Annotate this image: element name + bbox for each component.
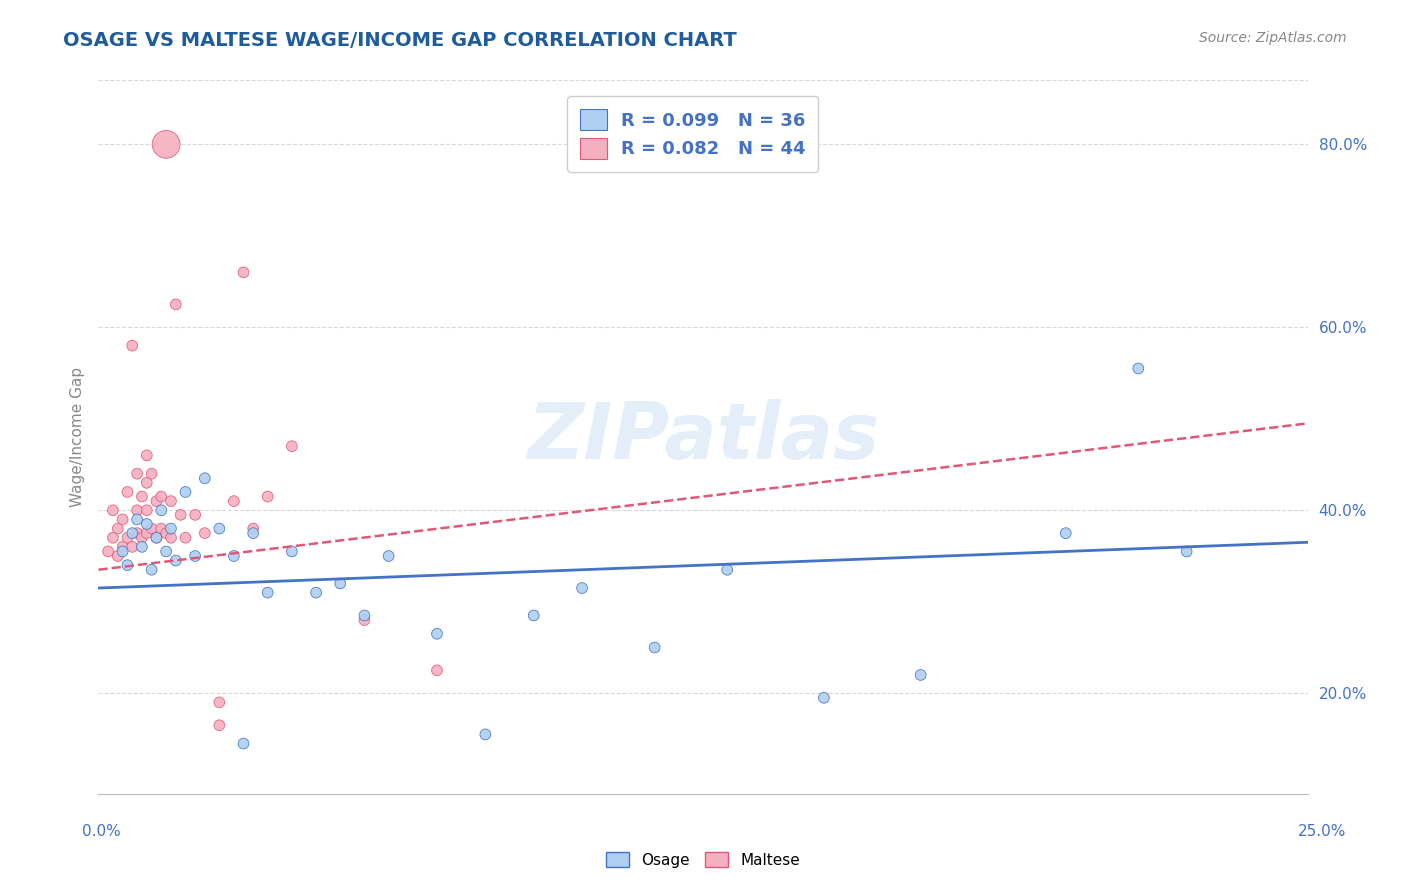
Legend: R = 0.099   N = 36, R = 0.082   N = 44: R = 0.099 N = 36, R = 0.082 N = 44 xyxy=(567,96,818,171)
Point xyxy=(131,531,153,545)
Point xyxy=(150,522,173,536)
Point xyxy=(117,531,139,545)
Point xyxy=(111,544,134,558)
Point xyxy=(135,449,157,463)
Point xyxy=(194,526,217,541)
Point xyxy=(1054,526,1077,541)
Point xyxy=(165,553,187,567)
Point xyxy=(145,494,167,508)
Point xyxy=(813,690,835,705)
Point xyxy=(377,549,399,563)
Point xyxy=(716,563,738,577)
Point xyxy=(141,467,163,481)
Point xyxy=(256,585,278,599)
Point xyxy=(1128,361,1150,376)
Point xyxy=(1175,544,1198,558)
Point xyxy=(281,544,304,558)
Point xyxy=(150,503,173,517)
Point xyxy=(160,522,183,536)
Point xyxy=(910,668,932,682)
Text: OSAGE VS MALTESE WAGE/INCOME GAP CORRELATION CHART: OSAGE VS MALTESE WAGE/INCOME GAP CORRELA… xyxy=(63,31,737,50)
Point xyxy=(127,526,149,541)
Point xyxy=(121,338,143,352)
Text: Source: ZipAtlas.com: Source: ZipAtlas.com xyxy=(1199,31,1347,45)
Point xyxy=(117,485,139,500)
Point xyxy=(131,540,153,554)
Text: ZIPatlas: ZIPatlas xyxy=(527,399,879,475)
Point xyxy=(174,531,197,545)
Point xyxy=(111,512,134,526)
Point xyxy=(135,503,157,517)
Point xyxy=(571,581,593,595)
Point xyxy=(160,531,183,545)
Point xyxy=(242,522,264,536)
Point xyxy=(329,576,352,591)
Point xyxy=(155,137,177,152)
Point xyxy=(208,695,231,709)
Point xyxy=(242,526,264,541)
Point xyxy=(426,627,449,641)
Y-axis label: Wage/Income Gap: Wage/Income Gap xyxy=(69,367,84,508)
Point xyxy=(281,439,304,453)
Point xyxy=(165,297,187,311)
Point xyxy=(305,585,328,599)
Point xyxy=(111,540,134,554)
Text: 25.0%: 25.0% xyxy=(1298,824,1346,838)
Point xyxy=(194,471,217,485)
Point xyxy=(208,718,231,732)
Point xyxy=(426,664,449,678)
Point xyxy=(474,727,496,741)
Point xyxy=(131,490,153,504)
Point xyxy=(121,526,143,541)
Point xyxy=(107,522,129,536)
Point xyxy=(169,508,191,522)
Point xyxy=(145,531,167,545)
Point xyxy=(353,613,375,627)
Point xyxy=(107,549,129,563)
Point xyxy=(256,490,278,504)
Point xyxy=(127,512,149,526)
Point xyxy=(135,516,157,531)
Point xyxy=(101,503,124,517)
Text: 0.0%: 0.0% xyxy=(82,824,121,838)
Point xyxy=(174,485,197,500)
Point xyxy=(222,549,245,563)
Point xyxy=(135,475,157,490)
Point xyxy=(644,640,666,655)
Point xyxy=(353,608,375,623)
Point xyxy=(155,526,177,541)
Point xyxy=(222,494,245,508)
Point xyxy=(97,544,120,558)
Point xyxy=(523,608,546,623)
Point xyxy=(135,526,157,541)
Point xyxy=(127,467,149,481)
Point xyxy=(150,490,173,504)
Point xyxy=(117,558,139,573)
Point xyxy=(184,549,207,563)
Point xyxy=(141,522,163,536)
Point xyxy=(208,522,231,536)
Point xyxy=(127,503,149,517)
Point xyxy=(121,540,143,554)
Point xyxy=(232,265,254,279)
Point xyxy=(232,737,254,751)
Point xyxy=(145,531,167,545)
Point xyxy=(155,544,177,558)
Point xyxy=(101,531,124,545)
Point xyxy=(141,563,163,577)
Point xyxy=(160,494,183,508)
Legend: Osage, Maltese: Osage, Maltese xyxy=(599,844,807,875)
Point xyxy=(184,508,207,522)
